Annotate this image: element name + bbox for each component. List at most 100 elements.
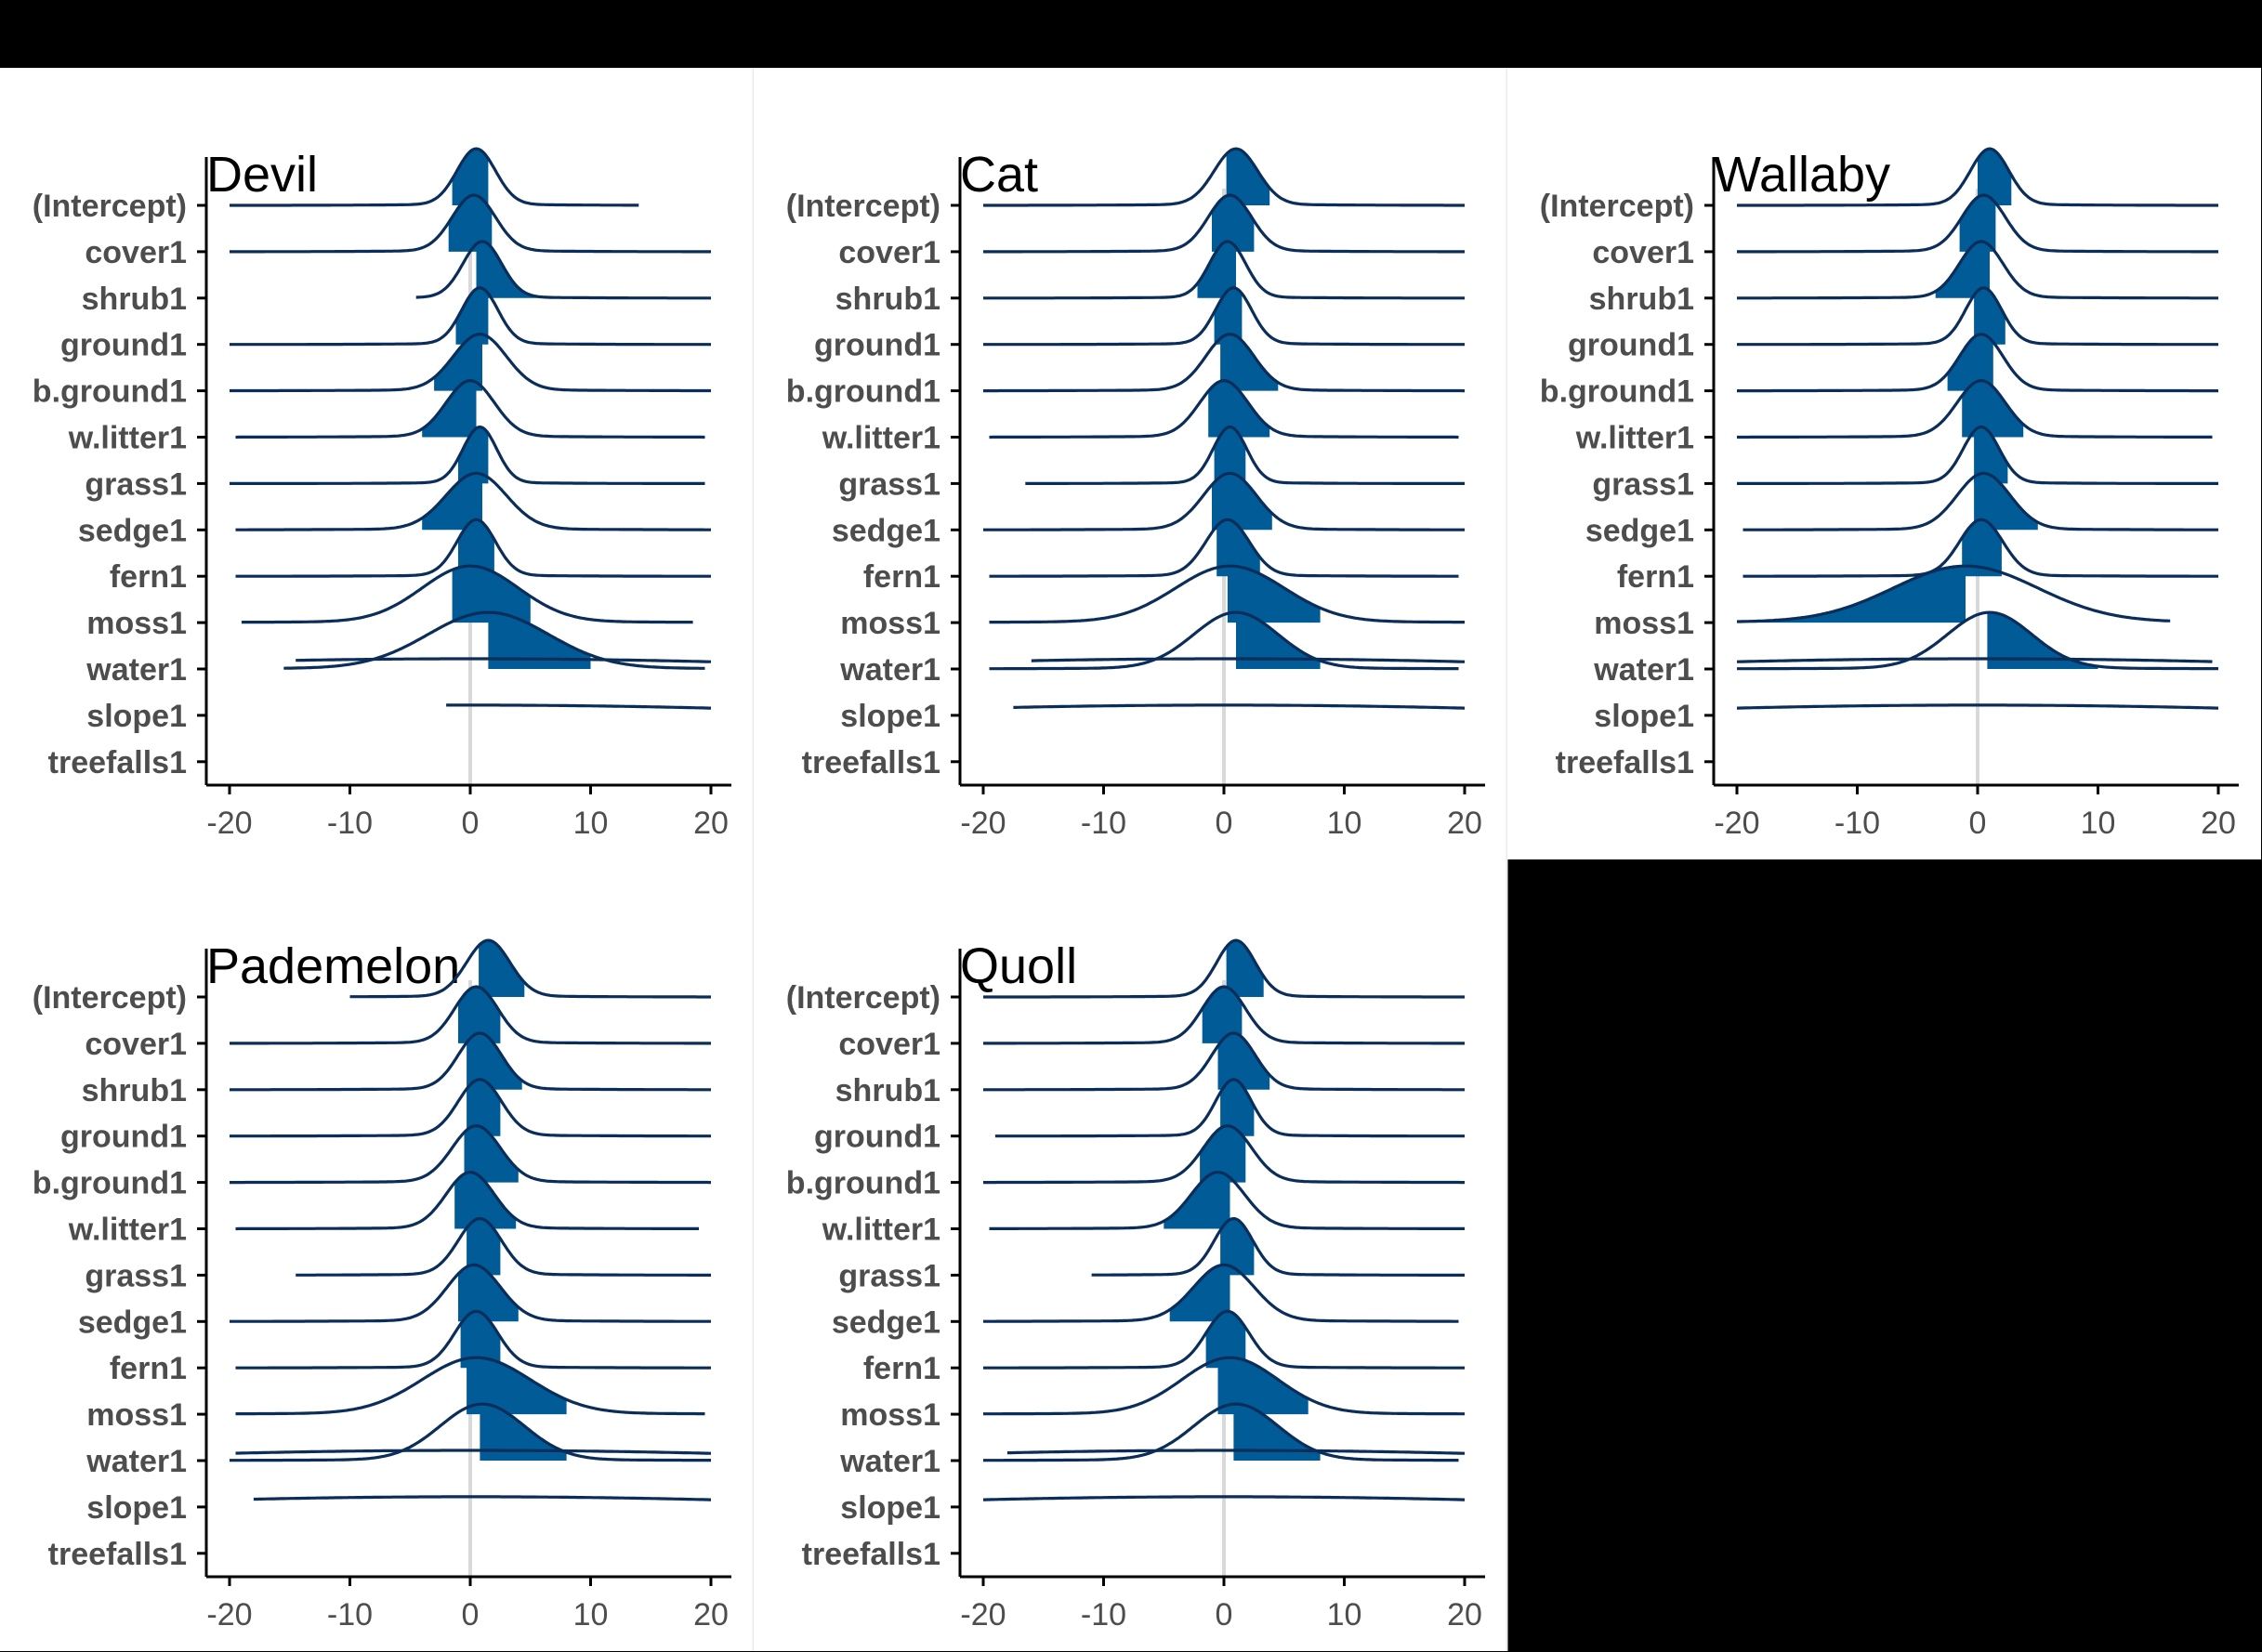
ridge-line-intercept <box>1737 147 2218 207</box>
y-tick-label: b.ground1 <box>1540 374 1694 410</box>
ridge-interval-water1 <box>1233 1404 1321 1461</box>
panel-title: Pademelon <box>206 938 460 994</box>
y-tick-label: moss1 <box>86 1397 187 1433</box>
ridge-interval-fern1 <box>460 1311 501 1369</box>
empty-cell <box>1507 859 2262 1651</box>
y-tick-label: cover1 <box>838 1027 940 1062</box>
y-tick-label: water1 <box>85 652 187 688</box>
ridge-line-moss1 <box>983 1356 1465 1416</box>
ridge-line-sedge1 <box>983 471 1465 531</box>
ridge-line-cover1 <box>230 193 711 254</box>
y-tick-label: w.litter1 <box>822 1213 940 1248</box>
panel-background <box>0 68 754 859</box>
y-tick-label: ground1 <box>1568 328 1694 363</box>
ridge-line-w-litter1 <box>989 379 1459 439</box>
panel-title: Devil <box>206 147 318 203</box>
ridge-line-slope1 <box>235 1449 711 1455</box>
y-tick-label: b.ground1 <box>786 1166 940 1201</box>
ridge-line-b-ground1 <box>230 1124 711 1185</box>
x-tick-label: -10 <box>327 1597 373 1632</box>
y-tick-label: fern1 <box>110 559 187 595</box>
ridge-interval-intercept <box>452 149 489 205</box>
y-tick-label: grass1 <box>838 466 940 502</box>
ridge-interval-sedge1 <box>1212 473 1272 531</box>
ridge-line-fern1 <box>989 518 1459 578</box>
ridge-line-ground1 <box>230 286 711 347</box>
ridge-interval-moss1 <box>1227 566 1321 623</box>
y-tick-label: fern1 <box>863 1351 940 1386</box>
x-tick-label: 20 <box>693 806 729 841</box>
ridge-line-slope1 <box>1006 1449 1465 1455</box>
y-tick-label: b.ground1 <box>33 374 187 410</box>
ridge-line-slope1 <box>1737 657 2213 663</box>
x-tick-label: 20 <box>693 1597 729 1632</box>
ridge-interval-sedge1 <box>1169 1265 1230 1322</box>
ridge-interval-fern1 <box>458 519 494 577</box>
y-tick-label: (Intercept) <box>1540 189 1694 224</box>
ridge-interval-shrub1 <box>467 1032 522 1090</box>
ridge-line-fern1 <box>983 1309 1465 1370</box>
ridge-line-slope1 <box>1031 657 1465 663</box>
ridge-line-sedge1 <box>230 1263 711 1323</box>
ridge-interval-shrub1 <box>476 241 549 298</box>
ridge-line-fern1 <box>235 518 711 578</box>
x-tick-label: 20 <box>1447 1597 1482 1632</box>
y-tick-label: grass1 <box>1592 466 1694 502</box>
ridge-line-ground1 <box>230 1078 711 1138</box>
panel-pademelon: Pademelon -20 -10 0 10 20 (Intercept) cover1 shr… <box>0 859 755 1651</box>
panel-quoll: Quoll -20 -10 0 10 20 (Intercept) cover1 shrub1 g… <box>754 859 1508 1651</box>
ridge-line-b-ground1 <box>230 333 711 393</box>
ridge-line-slope1 <box>296 657 711 663</box>
ridge-line-grass1 <box>1025 425 1465 485</box>
panel-wallaby: Wallaby -20 -10 0 10 20 (Intercept) cover1 shrub… <box>1507 68 2261 859</box>
ridge-line-grass1 <box>1091 1216 1465 1277</box>
ridge-interval-b-ground1 <box>464 1125 519 1183</box>
ridge-interval-w-litter1 <box>1208 380 1270 438</box>
ridge-interval-water1 <box>488 612 591 669</box>
y-tick-label: shrub1 <box>1589 282 1694 317</box>
ridge-line-fern1 <box>235 1309 711 1370</box>
ridge-interval-cover1 <box>458 987 501 1043</box>
ridge-interval-w-litter1 <box>1164 1172 1230 1229</box>
ridge-line-water1 <box>989 610 1459 671</box>
panel-cat: Cat -20 -10 0 10 20 (Intercept) cover1 shrub1 gro… <box>754 68 1508 859</box>
x-tick-label: -20 <box>960 1597 1006 1632</box>
ridge-line-treefalls1 <box>1737 703 2218 710</box>
x-tick-label: 0 <box>1216 1597 1233 1632</box>
y-tick-label: shrub1 <box>82 1073 187 1108</box>
ridge-interval-intercept <box>1226 149 1270 205</box>
x-tick-label: 20 <box>2201 806 2236 841</box>
y-tick-label: treefalls1 <box>1556 745 1694 780</box>
y-tick-label: treefalls1 <box>48 745 187 780</box>
ridge-line-moss1 <box>241 564 693 624</box>
ridge-line-water1 <box>1737 610 2218 671</box>
x-tick-label: -10 <box>1835 806 1880 841</box>
y-tick-label: moss1 <box>840 1397 940 1433</box>
y-tick-label: w.litter1 <box>68 421 187 456</box>
ridge-interval-ground1 <box>455 287 489 345</box>
ridge-line-moss1 <box>235 1356 705 1416</box>
ridge-line-b-ground1 <box>983 333 1465 393</box>
ridge-interval-fern1 <box>1216 519 1260 577</box>
y-tick-label: ground1 <box>814 1120 940 1155</box>
ridge-line-shrub1 <box>230 1031 711 1092</box>
ridge-line-b-ground1 <box>1737 333 2218 393</box>
ridge-interval-ground1 <box>467 1079 501 1136</box>
ridge-interval-grass1 <box>1220 1218 1255 1276</box>
ridge-line-w-litter1 <box>989 1171 1465 1230</box>
ridge-line-ground1 <box>994 1078 1465 1138</box>
y-tick-label: slope1 <box>1594 699 1694 734</box>
y-tick-label: cover1 <box>1592 235 1694 270</box>
ridge-interval-cover1 <box>1212 195 1255 252</box>
y-tick-label: water1 <box>839 1444 940 1479</box>
ridge-interval-fern1 <box>1962 519 2002 577</box>
ridge-line-sedge1 <box>235 471 711 531</box>
ridge-line-treefalls1 <box>1013 703 1465 710</box>
ridge-line-shrub1 <box>1737 240 2218 300</box>
y-tick-label: treefalls1 <box>802 745 940 780</box>
y-tick-label: slope1 <box>86 1490 187 1526</box>
ridge-line-shrub1 <box>983 240 1465 300</box>
ridge-line-water1 <box>230 1402 711 1462</box>
panel-title: Quoll <box>960 938 1077 994</box>
